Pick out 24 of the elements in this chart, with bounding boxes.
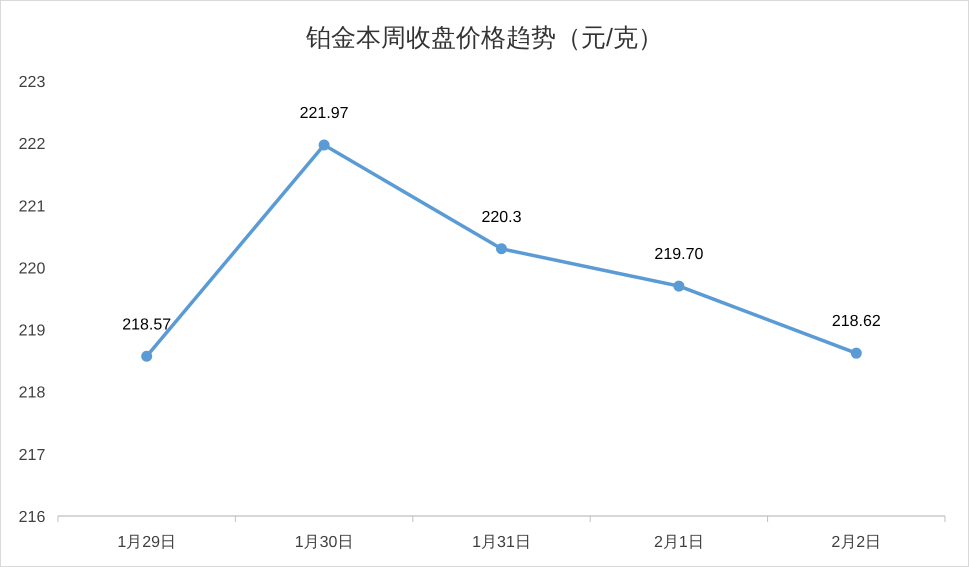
y-tick-label: 221 <box>18 198 46 216</box>
x-tick-label: 1月29日 <box>117 534 176 551</box>
y-tick-label: 220 <box>18 260 46 278</box>
title: 铂金本周收盘价格趋势（元/克） <box>306 24 663 52</box>
data-label: 221.97 <box>300 105 349 122</box>
data-label: 218.62 <box>832 313 881 330</box>
x-tick-label: 1月30日 <box>294 534 354 551</box>
data-label: 219.70 <box>654 246 704 264</box>
data-label: 218.57 <box>122 316 172 334</box>
y-tick-label: 218 <box>18 384 46 402</box>
data-label: 220.3 <box>481 208 522 226</box>
point <box>141 350 152 362</box>
x-tick-label: 2月1日 <box>654 534 704 551</box>
y-tick-label: 219 <box>18 322 46 340</box>
point <box>318 140 330 151</box>
y-tick-label: 222 <box>18 136 46 154</box>
y-tick-label: 216 <box>18 509 46 526</box>
point <box>850 348 862 359</box>
x-tick-label: 2月2日 <box>831 534 882 551</box>
y-tick-label: 223 <box>18 74 46 91</box>
y-tick-label: 217 <box>18 446 46 464</box>
x-tick-label: 1月31日 <box>472 534 531 551</box>
point <box>496 243 507 254</box>
point <box>673 280 684 292</box>
